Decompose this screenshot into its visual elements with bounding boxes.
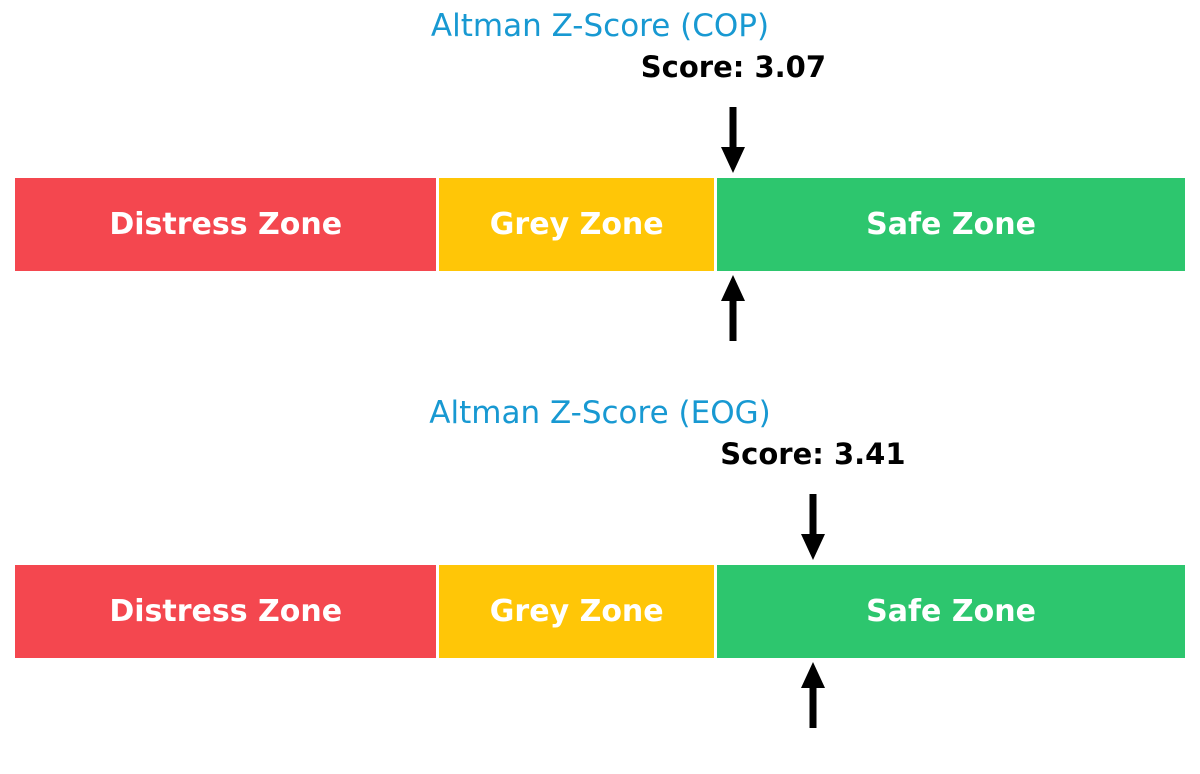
score-arrow-up-icon [720,275,746,341]
zone-distress: Distress Zone [15,178,437,271]
zone-grey: Grey Zone [439,565,715,658]
score-arrow-down-icon [720,107,746,173]
score-label: Score: 3.41 [720,437,906,471]
chart-title: Altman Z-Score (COP) [430,8,770,44]
zone-distress: Distress Zone [15,565,437,658]
zone-safe: Safe Zone [717,565,1185,658]
zone-bar: Distress Zone Grey Zone Safe Zone [15,178,1185,271]
score-arrow-down-icon [800,494,826,560]
chart-title: Altman Z-Score (EOG) [429,395,771,431]
zone-bar: Distress Zone Grey Zone Safe Zone [15,565,1185,658]
score-arrow-up-icon [800,662,826,728]
zone-safe: Safe Zone [717,178,1185,271]
zone-grey: Grey Zone [439,178,715,271]
zscore-chart-cop: Altman Z-Score (COP) Score: 3.07 Distres… [0,0,1200,345]
score-label: Score: 3.07 [640,50,826,84]
zscore-chart-eog: Altman Z-Score (EOG) Score: 3.41 Distres… [0,387,1200,732]
